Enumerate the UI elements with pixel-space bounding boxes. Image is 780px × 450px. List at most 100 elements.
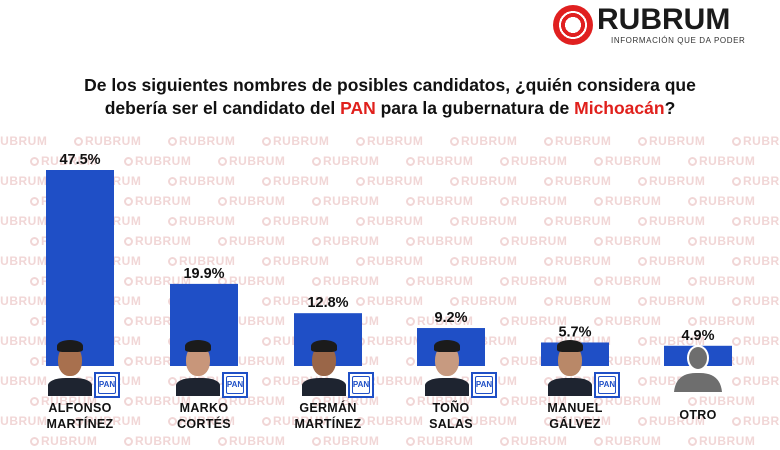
value-label-1: 47.5% <box>59 152 100 168</box>
watermark-text: RUBRUM <box>688 154 755 168</box>
category-label-line2: GÁLVEZ <box>549 417 601 431</box>
question-line-2: debería ser el candidato del PAN para la… <box>0 97 780 120</box>
watermark-text: RUBRUM <box>262 134 329 148</box>
watermark-text: RUBRUM <box>312 194 379 208</box>
category-label-line1: TOÑO <box>432 401 470 415</box>
value-label-3: 12.8% <box>307 295 348 311</box>
category-label-line1: GERMÁN <box>299 401 357 415</box>
watermark-text: RUBRUM <box>688 314 755 328</box>
watermark-text: RUBRUM <box>594 274 661 288</box>
watermark-text: RUBRUM <box>356 414 423 428</box>
watermark-text: RUBRUM <box>544 174 611 188</box>
pan-badge-icon: PAN <box>471 372 497 398</box>
watermark-text: RUBRUM <box>168 414 235 428</box>
suit-shape <box>48 378 92 396</box>
watermark-text: RUBRUM <box>0 134 47 148</box>
watermark-text: RUBRUM <box>638 134 705 148</box>
watermark-text: RUBRUM <box>406 234 473 248</box>
watermark-text: RUBRUM <box>356 214 423 228</box>
watermark-text: RUBRUM <box>544 294 611 308</box>
watermark-text: RUBRUM <box>218 154 285 168</box>
watermark-text: RUBRUM <box>124 194 191 208</box>
watermark-text: RUBRUM <box>732 214 780 228</box>
watermark-text: RUBRUM <box>262 174 329 188</box>
watermark-text: RUBRUM <box>124 234 191 248</box>
watermark-text: RUBRUM <box>124 394 191 408</box>
watermark-text: RUBRUM <box>0 214 47 228</box>
hair-shape <box>434 340 460 352</box>
watermark-text: RUBRUM <box>638 174 705 188</box>
watermark-pattern: RUBRUM RUBRUM RUBRUM RUBRUM RUBRUM RUBRUM RUBR… <box>0 128 780 450</box>
watermark-text: RUBRUM <box>262 414 329 428</box>
watermark-text: RUBRUM <box>406 434 473 448</box>
hair-shape <box>185 340 211 352</box>
watermark-text: RUBRUM <box>688 274 755 288</box>
watermark-text: RUBRUM <box>312 154 379 168</box>
category-label-4: TOÑO SALAS <box>396 400 506 432</box>
candidate-photo <box>548 334 592 396</box>
category-label-line1: MANUEL <box>547 401 603 415</box>
watermark-text: RUBRUM <box>312 274 379 288</box>
watermark-text: RUBRUM <box>0 414 47 428</box>
question-line-1: De los siguientes nombres de posibles ca… <box>84 75 696 95</box>
silhouette-body <box>674 372 722 392</box>
watermark-text: RUBRUM <box>168 254 235 268</box>
watermark-text: RUBRUM <box>500 154 567 168</box>
pan-badge-icon: PAN <box>94 372 120 398</box>
watermark-text: RUBRUM <box>0 334 47 348</box>
pan-badge-icon: PAN <box>348 372 374 398</box>
watermark-text: RUBRUM <box>450 254 517 268</box>
watermark-text: RUBRUM <box>406 154 473 168</box>
value-label-5: 5.7% <box>558 324 591 340</box>
watermark-text: RUBRUM <box>732 334 780 348</box>
watermark-text: RUBRUM <box>30 154 97 168</box>
watermark-text: RUBRUM <box>594 154 661 168</box>
watermark-text: RUBRUM <box>732 414 780 428</box>
watermark-text: RUBRUM <box>168 214 235 228</box>
watermark-text: RUBRUM <box>262 254 329 268</box>
watermark-text: RUBRUM <box>0 254 47 268</box>
watermark-text: RUBRUM <box>732 134 780 148</box>
watermark-text: RUBRUM <box>218 274 285 288</box>
question-text-b: para la gubernatura de <box>375 98 575 118</box>
watermark-text: RUBRUM <box>218 354 285 368</box>
watermark-text: RUBRUM <box>594 434 661 448</box>
candidate-photo <box>425 334 469 396</box>
watermark-text: RUBRUM <box>356 294 423 308</box>
watermark-text: RUBRUM <box>74 134 141 148</box>
watermark-text: RUBRUM <box>638 294 705 308</box>
suit-shape <box>425 378 469 396</box>
category-label-line2: SALAS <box>429 417 473 431</box>
hair-shape <box>57 340 83 352</box>
watermark-text: RUBRUM <box>74 414 141 428</box>
candidate-photo <box>48 334 92 396</box>
question-text-c: ? <box>664 98 676 118</box>
watermark-text: RUBRUM <box>406 274 473 288</box>
logo-ring-icon <box>553 5 593 45</box>
watermark-text: RUBRUM <box>168 134 235 148</box>
category-label-line2: MARTÍNEZ <box>294 417 362 431</box>
watermark-text: RUBRUM <box>688 394 755 408</box>
watermark-text: RUBRUM <box>732 294 780 308</box>
category-label-1: ALFONSO MARTÍNEZ <box>25 400 135 432</box>
bar-1 <box>46 170 114 366</box>
watermark-text: RUBRUM <box>732 254 780 268</box>
watermark-text: RUBRUM <box>450 214 517 228</box>
category-label-line1: ALFONSO <box>48 401 112 415</box>
watermark-text: RUBRUM <box>406 394 473 408</box>
watermark-text: RUBRUM <box>500 394 567 408</box>
watermark-text: RUBRUM <box>500 194 567 208</box>
candidate-photo <box>176 334 220 396</box>
watermark-text: RUBRUM <box>732 174 780 188</box>
watermark-text: RUBRUM <box>312 234 379 248</box>
silhouette-icon <box>674 345 722 392</box>
suit-shape <box>302 378 346 396</box>
watermark-text: RUBRUM <box>356 134 423 148</box>
watermark-text: RUBRUM <box>0 294 47 308</box>
watermark-text: RUBRUM <box>312 434 379 448</box>
category-label-line1: MARKO <box>179 401 229 415</box>
watermark-text: RUBRUM <box>262 294 329 308</box>
watermark-text: RUBRUM <box>638 214 705 228</box>
watermark-text: RUBRUM <box>500 274 567 288</box>
category-label-line2: CORTÉS <box>177 417 231 431</box>
